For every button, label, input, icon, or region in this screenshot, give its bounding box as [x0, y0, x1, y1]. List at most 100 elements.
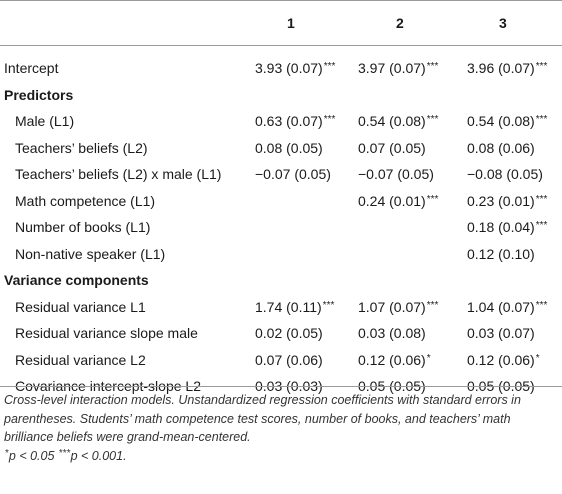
- significance-marker: ***: [426, 193, 439, 205]
- coefficient-value: −0.07 (0.05): [358, 166, 434, 182]
- sig-text-2: p < 0.001.: [70, 449, 127, 463]
- header-rule: [0, 45, 562, 46]
- table-cell-col-2: 0.03 (0.08): [358, 322, 426, 344]
- table-cell-col-3: 0.54 (0.08)***: [467, 110, 547, 135]
- table-row: Residual variance L2 0.07 (0.06) 0.12 (0.0…: [0, 349, 562, 371]
- section-label: Predictors: [4, 86, 74, 103]
- significance-marker: ***: [535, 61, 548, 72]
- significance-marker: ***: [535, 193, 548, 205]
- table-row: Intercept 3.93 (0.07)*** 3.97 (0.07)*** 3.9…: [0, 57, 562, 79]
- table-row: Male (L1) 0.63 (0.07)*** 0.54 (0.08)*** 0.5…: [0, 110, 562, 132]
- significance-note: *p < 0.05 ***p < 0.001.: [4, 447, 556, 468]
- coefficient-value: −0.07 (0.05): [255, 166, 331, 182]
- row-label: Teachers’ beliefs (L2) x male (L1): [15, 166, 222, 182]
- significance-marker: ***: [323, 61, 336, 72]
- table-cell-col-1: 0.07 (0.06): [255, 349, 323, 371]
- coefficient-value: 0.08 (0.05): [255, 139, 323, 156]
- table-cell-col-1: 3.93 (0.07)***: [255, 57, 335, 82]
- significance-marker: *: [426, 352, 431, 364]
- significance-marker: ***: [535, 299, 548, 311]
- coefficient-value: 0.54 (0.08): [467, 113, 535, 129]
- row-label: Residual variance slope male: [15, 325, 198, 341]
- table-cell-col-1: 1.74 (0.11)***: [255, 296, 334, 321]
- section-header-row: Predictors: [0, 84, 562, 106]
- table-cell-col-2: 1.07 (0.07)***: [358, 296, 438, 321]
- table-cell-col-3: 0.18 (0.04)***: [467, 216, 547, 241]
- table-cell-col-3: 0.12 (0.10): [467, 243, 535, 265]
- sig-mark-1: *: [5, 448, 9, 459]
- table-row: Math competence (L1) 0.24 (0.01)*** 0.23 (…: [0, 190, 562, 212]
- coefficient-value: 0.03 (0.07): [467, 325, 535, 341]
- table-cell-col-3: 1.04 (0.07)***: [467, 296, 547, 321]
- table-row: Number of books (L1) 0.18 (0.04)***: [0, 216, 562, 238]
- row-label: Number of books (L1): [15, 219, 151, 235]
- row-label: Intercept: [4, 60, 59, 76]
- top-rule: [0, 0, 562, 1]
- coefficient-value: 0.63 (0.07): [255, 113, 323, 129]
- coefficient-value: 0.02 (0.05): [255, 325, 323, 341]
- coefficient-value: 3.96 (0.07): [467, 60, 535, 76]
- significance-marker: ***: [323, 114, 336, 125]
- table-cell-col-2: 3.97 (0.07)***: [358, 57, 438, 82]
- coefficient-value: 0.12 (0.10): [467, 245, 535, 262]
- sig-text-1: p < 0.05: [8, 449, 58, 463]
- coefficient-value: 0.54 (0.08): [358, 113, 426, 129]
- coefficient-value: 0.12 (0.06): [467, 351, 535, 368]
- row-label: Math competence (L1): [15, 192, 156, 209]
- row-label: Non-native speaker (L1): [15, 245, 166, 262]
- table-cell-col-3: 0.23 (0.01)***: [467, 190, 547, 215]
- coefficient-value: 1.04 (0.07): [467, 298, 535, 315]
- row-label: Residual variance L2: [15, 351, 146, 368]
- table-cell-col-2: 0.54 (0.08)***: [358, 110, 438, 135]
- table-cell-col-3: 0.08 (0.06): [467, 137, 535, 159]
- coefficient-value: 1.07 (0.07): [358, 298, 426, 315]
- table-cell-col-3: 3.96 (0.07)***: [467, 57, 547, 82]
- section-header-row: Variance components: [0, 269, 562, 291]
- coefficient-value: 0.07 (0.06): [255, 351, 323, 368]
- table-cell-col-3: −0.08 (0.05): [467, 163, 543, 185]
- coefficient-value: 0.08 (0.06): [467, 139, 535, 156]
- bottom-rule: [0, 386, 562, 387]
- table-cell-col-1: 0.63 (0.07)***: [255, 110, 335, 135]
- significance-marker: ***: [426, 114, 439, 125]
- coefficient-value: −0.08 (0.05): [467, 166, 543, 182]
- significance-marker: ***: [426, 61, 439, 72]
- table-cell-col-1: −0.07 (0.05): [255, 163, 331, 185]
- significance-marker: ***: [426, 299, 439, 311]
- coefficient-value: 0.03 (0.08): [358, 325, 426, 341]
- row-label: Residual variance L1: [15, 298, 146, 315]
- column-header-2: 2: [396, 15, 404, 31]
- table-cell-col-1: 0.08 (0.05): [255, 137, 323, 159]
- significance-marker: ***: [535, 114, 548, 125]
- coefficient-value: 0.24 (0.01): [358, 192, 426, 209]
- coefficient-value: 0.07 (0.05): [358, 139, 426, 156]
- table-cell-col-3: 0.12 (0.06)*: [467, 349, 540, 374]
- significance-marker: ***: [322, 299, 335, 311]
- table-row: Residual variance L1 1.74 (0.11)*** 1.07 (…: [0, 296, 562, 318]
- significance-marker: *: [535, 352, 540, 364]
- coefficient-value: 0.12 (0.06): [358, 351, 426, 368]
- coefficient-value: 3.97 (0.07): [358, 60, 426, 76]
- table-cell-col-2: 0.12 (0.06)*: [358, 349, 431, 374]
- coefficient-value: 0.18 (0.04): [467, 219, 535, 235]
- table-cell-col-1: 0.02 (0.05): [255, 322, 323, 344]
- sig-mark-2: ***: [58, 448, 71, 459]
- column-header-3: 3: [499, 15, 507, 31]
- coefficient-value: 3.93 (0.07): [255, 60, 323, 76]
- table-cell-col-2: 0.07 (0.05): [358, 137, 426, 159]
- coefficient-value: 1.74 (0.11): [255, 298, 322, 315]
- table-row: Teachers’ beliefs (L2) 0.08 (0.05) 0.07 (0…: [0, 137, 562, 159]
- row-label: Male (L1): [15, 113, 75, 129]
- table-row: Residual variance slope male 0.02 (0.05) 0…: [0, 322, 562, 344]
- table-row: Non-native speaker (L1) 0.12 (0.10): [0, 243, 562, 265]
- table-cell-col-2: −0.07 (0.05): [358, 163, 434, 185]
- row-label: Teachers’ beliefs (L2): [15, 139, 148, 156]
- column-header-1: 1: [287, 15, 295, 31]
- table-row: Teachers’ beliefs (L2) x male (L1) −0.07 …: [0, 163, 562, 185]
- table-cell-col-3: 0.03 (0.07): [467, 322, 535, 344]
- table-cell-col-2: 0.24 (0.01)***: [358, 190, 438, 215]
- significance-marker: ***: [535, 220, 548, 231]
- coefficient-value: 0.23 (0.01): [467, 192, 535, 209]
- section-label: Variance components: [4, 272, 149, 288]
